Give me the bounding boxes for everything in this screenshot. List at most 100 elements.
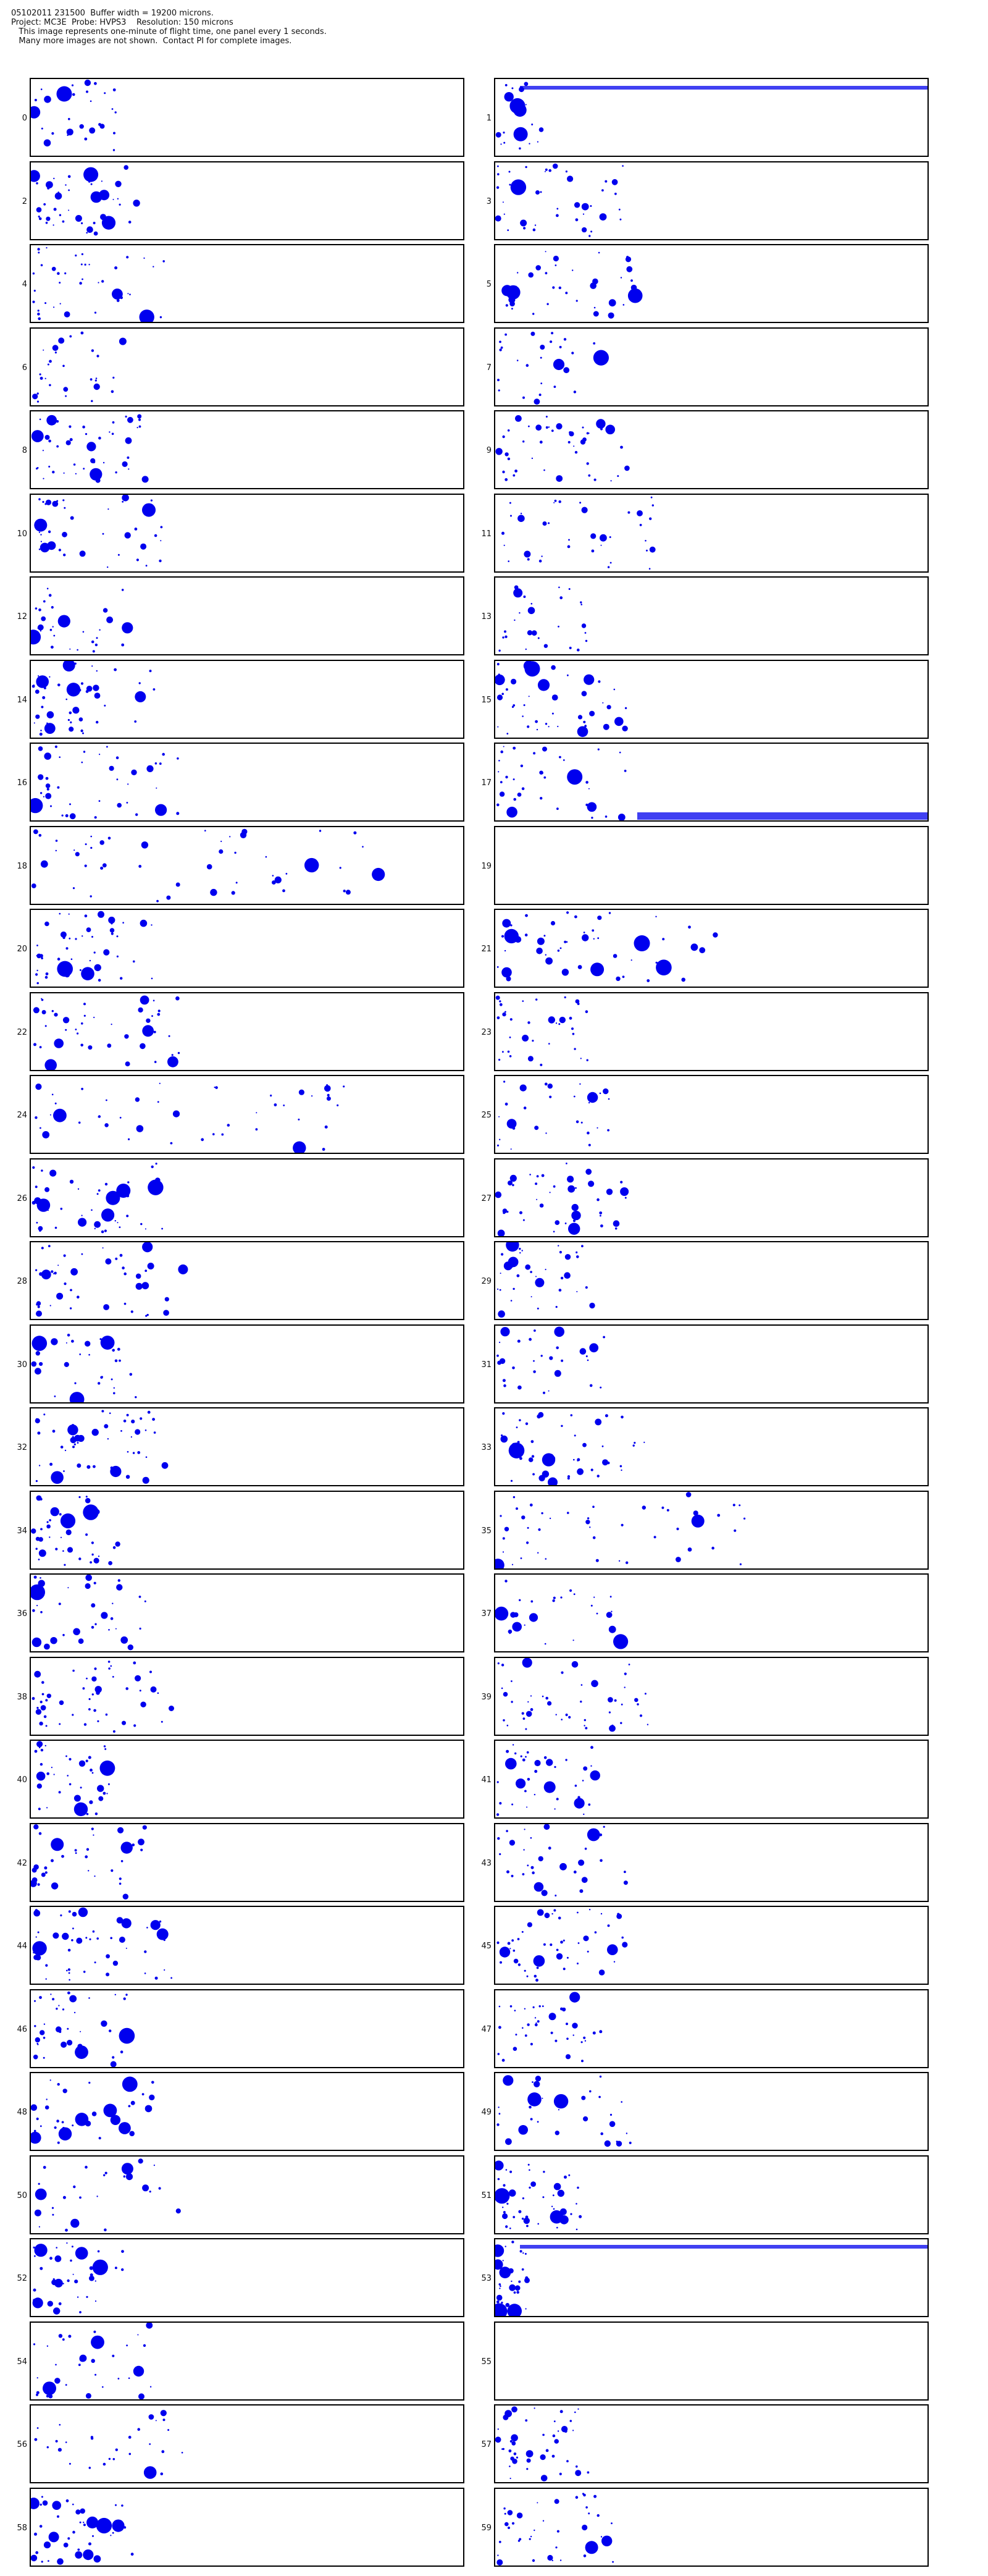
particle — [537, 2121, 539, 2123]
particle — [64, 1362, 69, 1367]
particle — [38, 1808, 41, 1811]
panel-label: 46 — [17, 2025, 27, 2034]
particle — [53, 2307, 61, 2315]
particle — [583, 2116, 588, 2122]
particle — [33, 829, 38, 835]
particle — [69, 438, 73, 442]
particle-image — [31, 2076, 155, 2144]
particle — [37, 248, 40, 251]
particle — [38, 317, 41, 321]
particle — [547, 1084, 553, 1089]
particle — [511, 2434, 518, 2442]
particle-image — [35, 1242, 188, 1317]
particle — [530, 331, 535, 336]
particle — [608, 299, 616, 307]
particle — [39, 2525, 43, 2528]
particle — [36, 1303, 39, 1306]
particle — [534, 2023, 538, 2027]
particle — [109, 431, 111, 433]
particle — [624, 770, 627, 772]
particle — [542, 746, 547, 752]
particle — [622, 1942, 628, 1948]
particle — [608, 312, 614, 319]
particle — [622, 725, 628, 731]
particle — [589, 1343, 599, 1353]
particle-image — [33, 1991, 135, 2067]
particle — [41, 1169, 43, 1172]
particle — [153, 1000, 155, 1001]
particle — [498, 2283, 501, 2286]
image-panel — [494, 494, 929, 573]
particle — [94, 311, 97, 314]
particle — [140, 1043, 146, 1050]
particle — [91, 665, 93, 667]
particle — [577, 2408, 579, 2410]
particle — [535, 1277, 545, 1287]
particle-image — [31, 165, 140, 236]
particle — [608, 912, 611, 914]
particle — [732, 1504, 735, 1507]
particle — [90, 191, 103, 203]
particle — [579, 1889, 584, 1893]
particle — [144, 1950, 147, 1953]
particle — [69, 1783, 72, 1786]
particle — [79, 282, 82, 285]
header-line-1: 05102011 231500 Buffer width = 19200 mic… — [11, 9, 214, 18]
particle — [522, 396, 525, 399]
particle — [372, 867, 385, 882]
particle — [500, 1327, 510, 1337]
particle — [92, 650, 95, 653]
particle — [80, 729, 83, 733]
particle — [141, 476, 149, 483]
particle — [505, 2138, 512, 2145]
particle — [103, 461, 105, 464]
particle — [67, 1775, 69, 1777]
particle — [603, 1825, 605, 1828]
particle — [160, 526, 163, 529]
particle — [111, 1869, 114, 1872]
particle — [85, 2120, 91, 2127]
particle — [572, 2022, 578, 2029]
particle — [535, 1182, 538, 1185]
particle — [36, 675, 49, 688]
particle — [220, 840, 222, 843]
particle — [114, 1359, 118, 1363]
particle — [613, 688, 616, 691]
particle — [160, 540, 162, 542]
particle — [576, 1251, 578, 1253]
particle — [559, 1863, 567, 1871]
image-panel — [30, 909, 464, 988]
particle — [517, 2540, 521, 2542]
particle — [554, 1808, 556, 1810]
particle — [534, 1974, 537, 1978]
image-panel — [30, 244, 464, 323]
particle — [84, 263, 86, 266]
particle — [552, 163, 558, 169]
particle — [580, 604, 582, 605]
particle — [137, 1451, 141, 1454]
particle — [62, 2089, 67, 2094]
particle — [504, 1011, 506, 1013]
particle — [69, 726, 74, 732]
particle — [42, 1131, 50, 1139]
particle — [33, 2288, 36, 2292]
particle — [503, 213, 505, 215]
particle — [90, 895, 92, 898]
particle-image — [500, 1412, 645, 1485]
particle — [49, 1305, 51, 1307]
particle — [498, 389, 500, 392]
particle — [42, 2500, 48, 2506]
particle — [156, 1928, 169, 1940]
particle — [65, 2384, 67, 2386]
particle — [89, 2275, 94, 2281]
particle — [553, 2208, 555, 2210]
particle — [115, 1541, 120, 1547]
particle — [106, 1972, 110, 1977]
panel-label: 13 — [481, 612, 492, 621]
particle — [70, 2259, 72, 2262]
particle — [122, 461, 128, 467]
particle — [32, 1166, 35, 1169]
particle — [133, 960, 135, 963]
particle — [588, 1143, 591, 1147]
particle — [83, 1723, 87, 1726]
